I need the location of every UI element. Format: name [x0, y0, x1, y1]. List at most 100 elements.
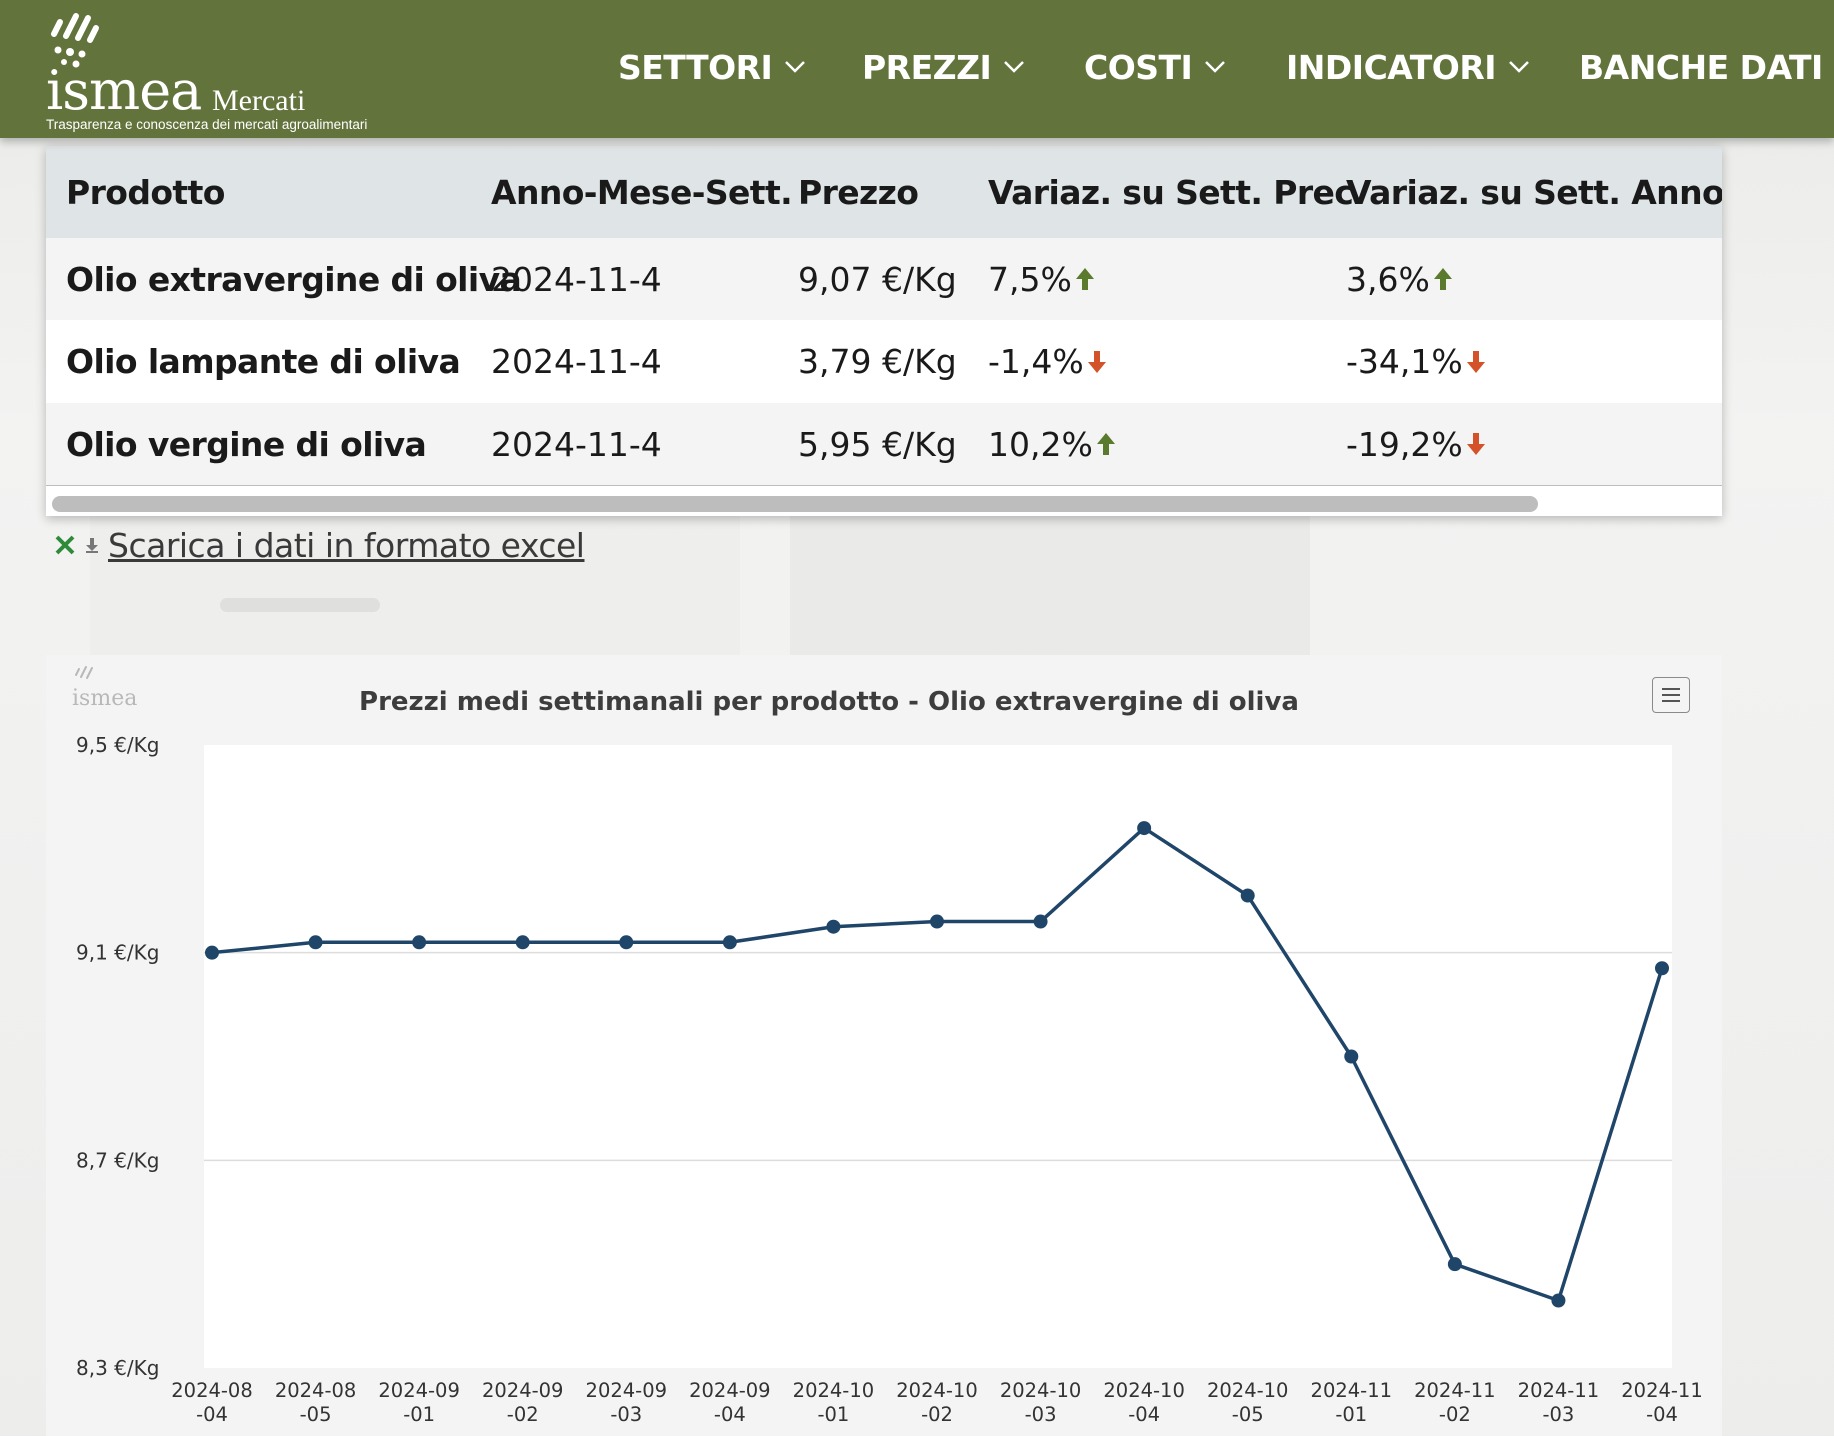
x-tick-label: 2024-11: [1621, 1379, 1702, 1402]
nav-settori[interactable]: SETTORI: [618, 42, 806, 92]
price-table: Prodotto Anno-Mese-Sett. Prezzo Variaz. …: [46, 146, 1722, 516]
data-point: [619, 935, 634, 950]
column-header-prezzo: Prezzo: [798, 172, 919, 212]
y-tick-label: 9,5 €/Kg: [76, 733, 159, 757]
nav-costi[interactable]: COSTI: [1084, 42, 1226, 92]
period-value: 2024-11-4: [491, 259, 662, 299]
variation-value: -1,4%: [988, 342, 1084, 381]
x-tick-label: -05: [1232, 1403, 1264, 1426]
variation-prev-year: -34,1%: [1346, 320, 1486, 403]
data-point: [1137, 821, 1152, 836]
price-value: 5,95 €/Kg: [798, 424, 957, 464]
nav-indicatori[interactable]: INDICATORI: [1286, 42, 1530, 92]
column-header-prodotto: Prodotto: [66, 172, 225, 212]
nav-indicatori-label: INDICATORI: [1286, 47, 1497, 87]
excel-icon: [55, 535, 75, 555]
arrow-down-icon: [1466, 350, 1485, 373]
x-tick-label: 2024-10: [896, 1379, 977, 1402]
data-point: [412, 935, 427, 950]
ismea-mercati-logo[interactable]: ismea Mercati Trasparenza e conoscenza d…: [42, 6, 422, 132]
x-tick-label: -02: [921, 1403, 953, 1426]
x-tick-label: -03: [1542, 1403, 1574, 1426]
arrow-down-icon: [1466, 433, 1485, 455]
data-point: [308, 935, 323, 950]
x-tick-label: -01: [817, 1403, 849, 1426]
data-point: [1551, 1293, 1566, 1308]
variation-value: 10,2%: [988, 424, 1093, 464]
chevron-down-icon: [1509, 61, 1529, 73]
x-tick-label: -02: [1439, 1403, 1471, 1426]
site-header: ismea Mercati Trasparenza e conoscenza d…: [0, 0, 1834, 138]
nav-banche-dati[interactable]: BANCHE DATI: [1579, 42, 1834, 92]
nav-banche-dati-label: BANCHE DATI: [1579, 47, 1823, 87]
x-tick-label: 2024-10: [793, 1379, 874, 1402]
data-point: [930, 914, 944, 929]
table-row: Olio lampante di oliva 2024-11-4 3,79 €/…: [46, 320, 1722, 403]
logo-tagline: Trasparenza e conoscenza dei mercati agr…: [46, 117, 368, 132]
hamburger-menu-icon-line: [1662, 700, 1680, 702]
x-tick-label: 2024-09: [482, 1379, 563, 1402]
chart-watermark-text: ismea: [72, 686, 137, 711]
x-tick-label: -04: [1128, 1403, 1160, 1426]
nav-settori-label: SETTORI: [618, 47, 773, 87]
x-tick-label: -01: [403, 1403, 435, 1426]
x-tick-label: -04: [1646, 1403, 1678, 1426]
ismea-logo-mark-icon: [51, 13, 99, 68]
x-tick-label: 2024-08: [171, 1379, 252, 1402]
x-tick-label: 2024-11: [1414, 1379, 1495, 1402]
arrow-up-icon: [1075, 268, 1094, 290]
x-tick-label: -02: [507, 1403, 539, 1426]
x-tick-label: -01: [1335, 1403, 1367, 1426]
x-tick-label: 2024-09: [586, 1379, 667, 1402]
y-tick-label: 8,7 €/Kg: [76, 1148, 159, 1172]
nav-prezzi[interactable]: PREZZI: [862, 42, 1025, 92]
table-horizontal-scrollbar[interactable]: [52, 496, 1538, 512]
variation-value: 7,5%: [988, 259, 1072, 299]
variation-prev-year: 3,6%: [1346, 238, 1453, 320]
x-tick-label: 2024-09: [689, 1379, 770, 1402]
arrow-down-icon: [1087, 350, 1106, 373]
data-point: [826, 919, 841, 934]
x-tick-label: -04: [196, 1403, 228, 1426]
data-point: [1344, 1049, 1359, 1064]
excel-download: Scarica i dati in formato excel: [54, 525, 585, 565]
price-value: 9,07 €/Kg: [798, 259, 957, 299]
chart-watermark: ismea: [72, 666, 137, 711]
data-point: [1033, 914, 1048, 929]
x-tick-label: 2024-11: [1518, 1379, 1599, 1402]
x-tick-label: -03: [1025, 1403, 1057, 1426]
x-tick-label: -05: [300, 1403, 332, 1426]
chevron-down-icon: [1205, 61, 1226, 73]
column-header-variaz-sett-anno-prec: Variaz. su Sett. Anno Pre: [1346, 172, 1722, 212]
x-tick-label: 2024-08: [275, 1379, 356, 1402]
table-row: Olio vergine di oliva 2024-11-4 5,95 €/K…: [46, 403, 1722, 486]
download-icon: [86, 538, 98, 553]
column-header-variaz-sett-prec: Variaz. su Sett. Prec.: [988, 172, 1366, 212]
column-header-anno-mese-sett: Anno-Mese-Sett.: [491, 172, 793, 212]
chevron-down-icon: [1004, 61, 1025, 73]
table-row: Olio extravergine di oliva 2024-11-4 9,0…: [46, 238, 1722, 320]
arrow-up-icon: [1433, 268, 1452, 290]
y-tick-label: 8,3 €/Kg: [76, 1356, 159, 1380]
price-value: 3,79 €/Kg: [798, 342, 957, 381]
chart-menu-button[interactable]: [1652, 677, 1690, 713]
hamburger-menu-icon-line: [1662, 694, 1680, 696]
logo-wordmark: ismea: [46, 59, 202, 122]
arrow-up-icon: [1096, 433, 1115, 455]
period-value: 2024-11-4: [491, 424, 662, 464]
x-tick-label: -04: [714, 1403, 746, 1426]
product-name: Olio lampante di oliva: [66, 342, 461, 381]
data-point: [515, 935, 530, 950]
x-tick-label: -03: [610, 1403, 642, 1426]
hamburger-menu-icon: [1662, 688, 1680, 690]
period-value: 2024-11-4: [491, 342, 662, 381]
variation-value: -34,1%: [1346, 342, 1463, 381]
variation-prev-year: -19,2%: [1346, 403, 1486, 485]
product-name: Olio extravergine di oliva: [66, 259, 522, 299]
download-excel-link[interactable]: Scarica i dati in formato excel: [108, 525, 585, 565]
y-tick-label: 9,1 €/Kg: [76, 941, 159, 965]
chart-title: Prezzi medi settimanali per prodotto - O…: [359, 687, 1299, 717]
table-header-row: Prodotto Anno-Mese-Sett. Prezzo Variaz. …: [46, 146, 1722, 238]
plot-area: [204, 745, 1672, 1368]
data-point: [1240, 888, 1255, 903]
